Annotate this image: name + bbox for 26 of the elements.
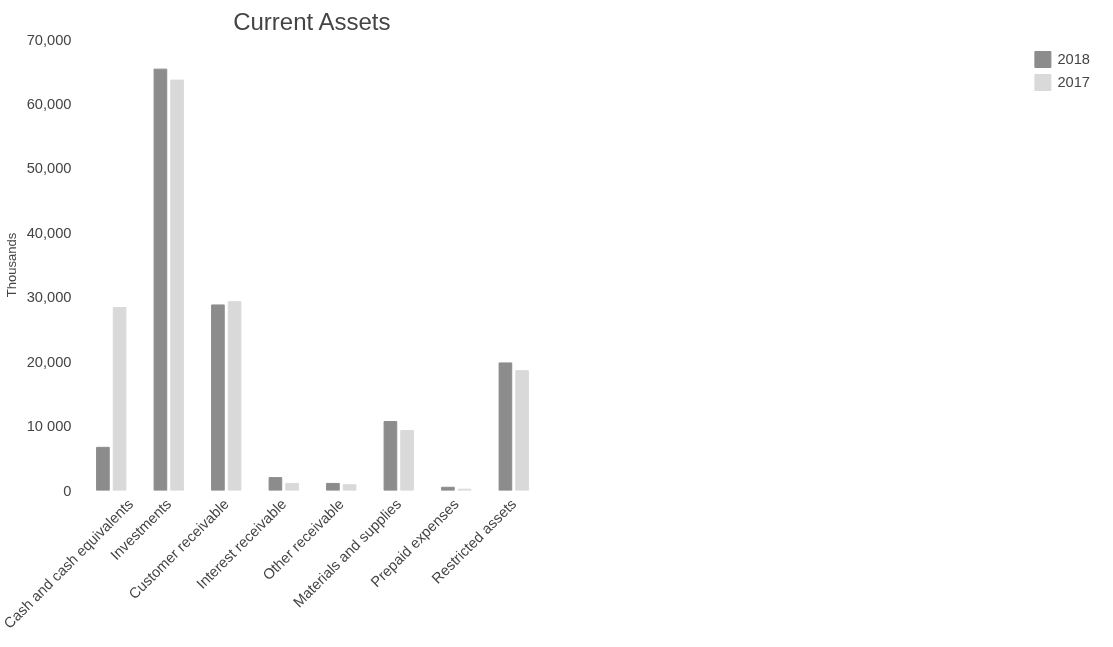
y-tick-label: 10 000 [26,418,72,435]
y-tick-label: 70,000 [26,31,72,48]
y-tick-label: 50,000 [26,160,72,177]
bar [170,79,184,491]
bar [326,482,340,491]
y-tick-label: 60,000 [26,95,72,112]
bar [342,484,357,491]
y-tick-label: 40,000 [26,224,72,241]
bar [211,304,225,491]
y-axis-title: Thousands [3,232,19,298]
chart-title: Current Assets [233,7,391,35]
bar [400,430,414,491]
y-tick-label: 0 [63,482,72,499]
y-tick-label: 30,000 [26,289,72,306]
bar [285,482,299,491]
bar [268,477,283,491]
bar [515,370,529,491]
bar [227,301,242,491]
legend-label: 2018 [1057,51,1090,67]
bar [96,446,110,491]
bar [383,421,398,491]
legend-label: 2017 [1057,74,1090,90]
y-tick-label: 20,000 [26,353,72,370]
bar [153,68,168,491]
bar [112,307,127,491]
bar [498,362,513,491]
